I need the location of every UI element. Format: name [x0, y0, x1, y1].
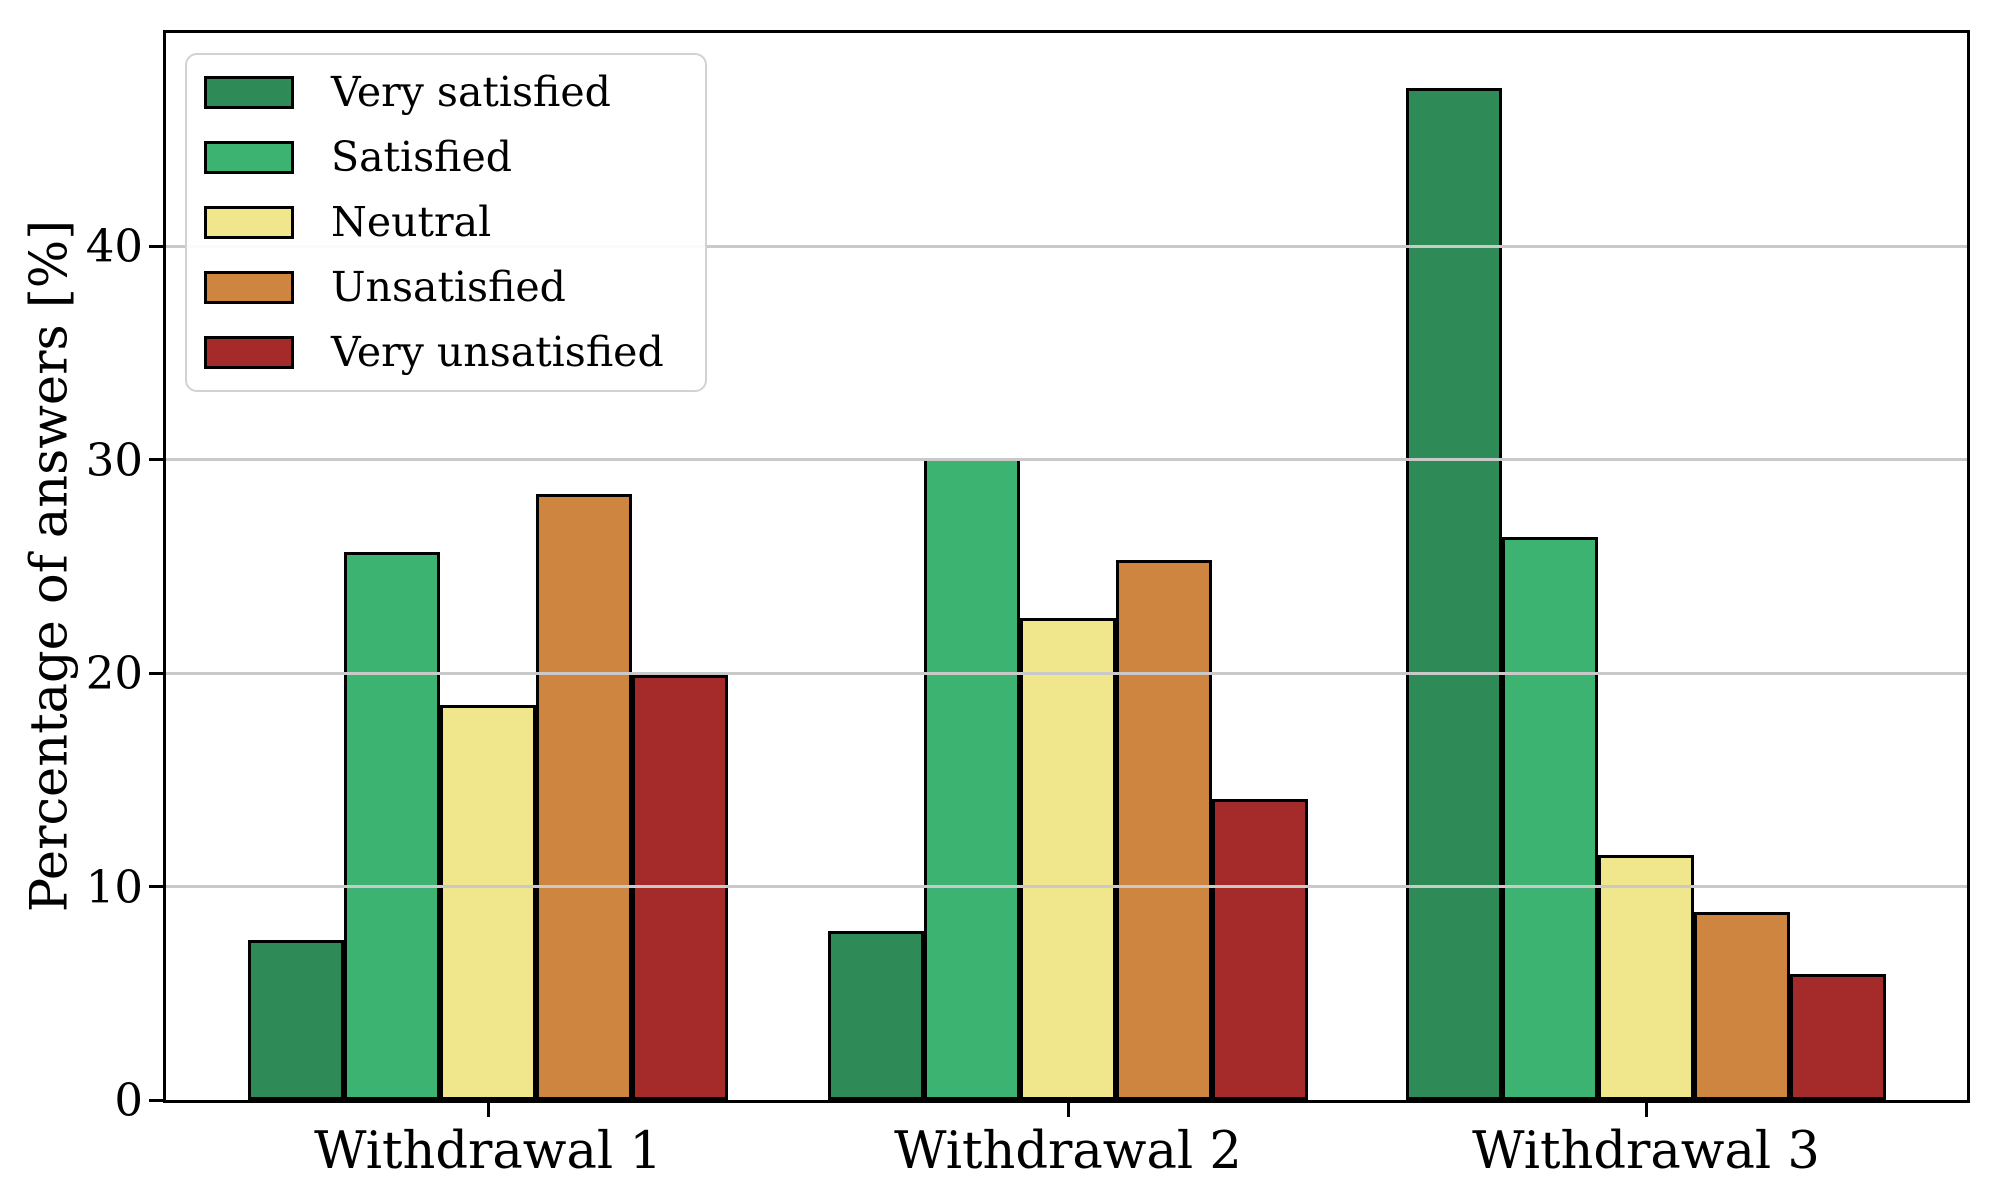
y-tick-0 [149, 1098, 163, 1102]
bar-unsatisfied-group3 [1694, 912, 1790, 1100]
legend: Very satisfied Satisfied Neutral Unsatisfie… [185, 53, 707, 392]
legend-swatch-very-satisfied [204, 76, 294, 109]
plot-area: 0 10 20 30 40 Withdrawal 1 Withdrawal 2 Withdra… [86, 30, 1970, 1180]
bar-neutral-group1 [440, 705, 536, 1100]
gridline-10 [166, 885, 1967, 889]
legend-swatch-unsatisfied [204, 271, 294, 304]
bar-very-unsatisfied-group3 [1790, 974, 1886, 1100]
bar-very-satisfied-group1 [248, 940, 344, 1100]
x-tick-1 [486, 1103, 490, 1117]
y-tick-label-20: 20 [85, 646, 143, 700]
x-tick-label-2: Withdrawal 2 [894, 1122, 1242, 1181]
x-tick-2 [1066, 1103, 1070, 1117]
bar-satisfied-group1 [344, 552, 440, 1100]
y-tick-30 [149, 458, 163, 462]
legend-swatch-very-unsatisfied [204, 336, 294, 369]
x-tick-3 [1644, 1103, 1648, 1117]
y-tick-20 [149, 671, 163, 675]
legend-swatch-neutral [204, 206, 294, 239]
bar-very-satisfied-group3 [1406, 88, 1502, 1100]
y-tick-label-40: 40 [85, 219, 143, 273]
gridline-40 [166, 244, 1967, 248]
legend-label-neutral: Neutral [331, 198, 492, 246]
x-tick-label-3: Withdrawal 3 [1472, 1122, 1820, 1181]
y-tick-40 [149, 244, 163, 248]
y-tick-label-30: 30 [85, 433, 143, 487]
y-axis-title: Percentage of answers [%] [20, 219, 80, 913]
legend-item-very-satisfied: Very satisfied [187, 60, 705, 125]
legend-item-satisfied: Satisfied [187, 125, 705, 190]
bar-neutral-group2 [1020, 618, 1116, 1100]
legend-label-very-satisfied: Very satisfied [331, 68, 611, 116]
legend-item-unsatisfied: Unsatisfied [187, 255, 705, 320]
gridline-30 [166, 458, 1967, 462]
bar-satisfied-group2 [924, 458, 1020, 1100]
y-tick-label-10: 10 [85, 860, 143, 914]
bar-satisfied-group3 [1502, 537, 1598, 1100]
gridline-20 [166, 671, 1967, 675]
legend-item-neutral: Neutral [187, 190, 705, 255]
legend-item-very-unsatisfied: Very unsatisfied [187, 320, 705, 385]
x-tick-label-1: Withdrawal 1 [314, 1122, 662, 1181]
bar-very-unsatisfied-group2 [1212, 799, 1308, 1100]
legend-label-unsatisfied: Unsatisfied [331, 263, 566, 311]
bar-very-satisfied-group2 [828, 931, 924, 1100]
legend-label-satisfied: Satisfied [331, 133, 513, 181]
bar-unsatisfied-group2 [1116, 560, 1212, 1100]
y-tick-10 [149, 885, 163, 889]
legend-label-very-unsatisfied: Very unsatisfied [331, 328, 664, 376]
bar-unsatisfied-group1 [536, 494, 632, 1100]
bar-neutral-group3 [1598, 855, 1694, 1100]
legend-swatch-satisfied [204, 141, 294, 174]
y-tick-label-0: 0 [114, 1073, 143, 1127]
